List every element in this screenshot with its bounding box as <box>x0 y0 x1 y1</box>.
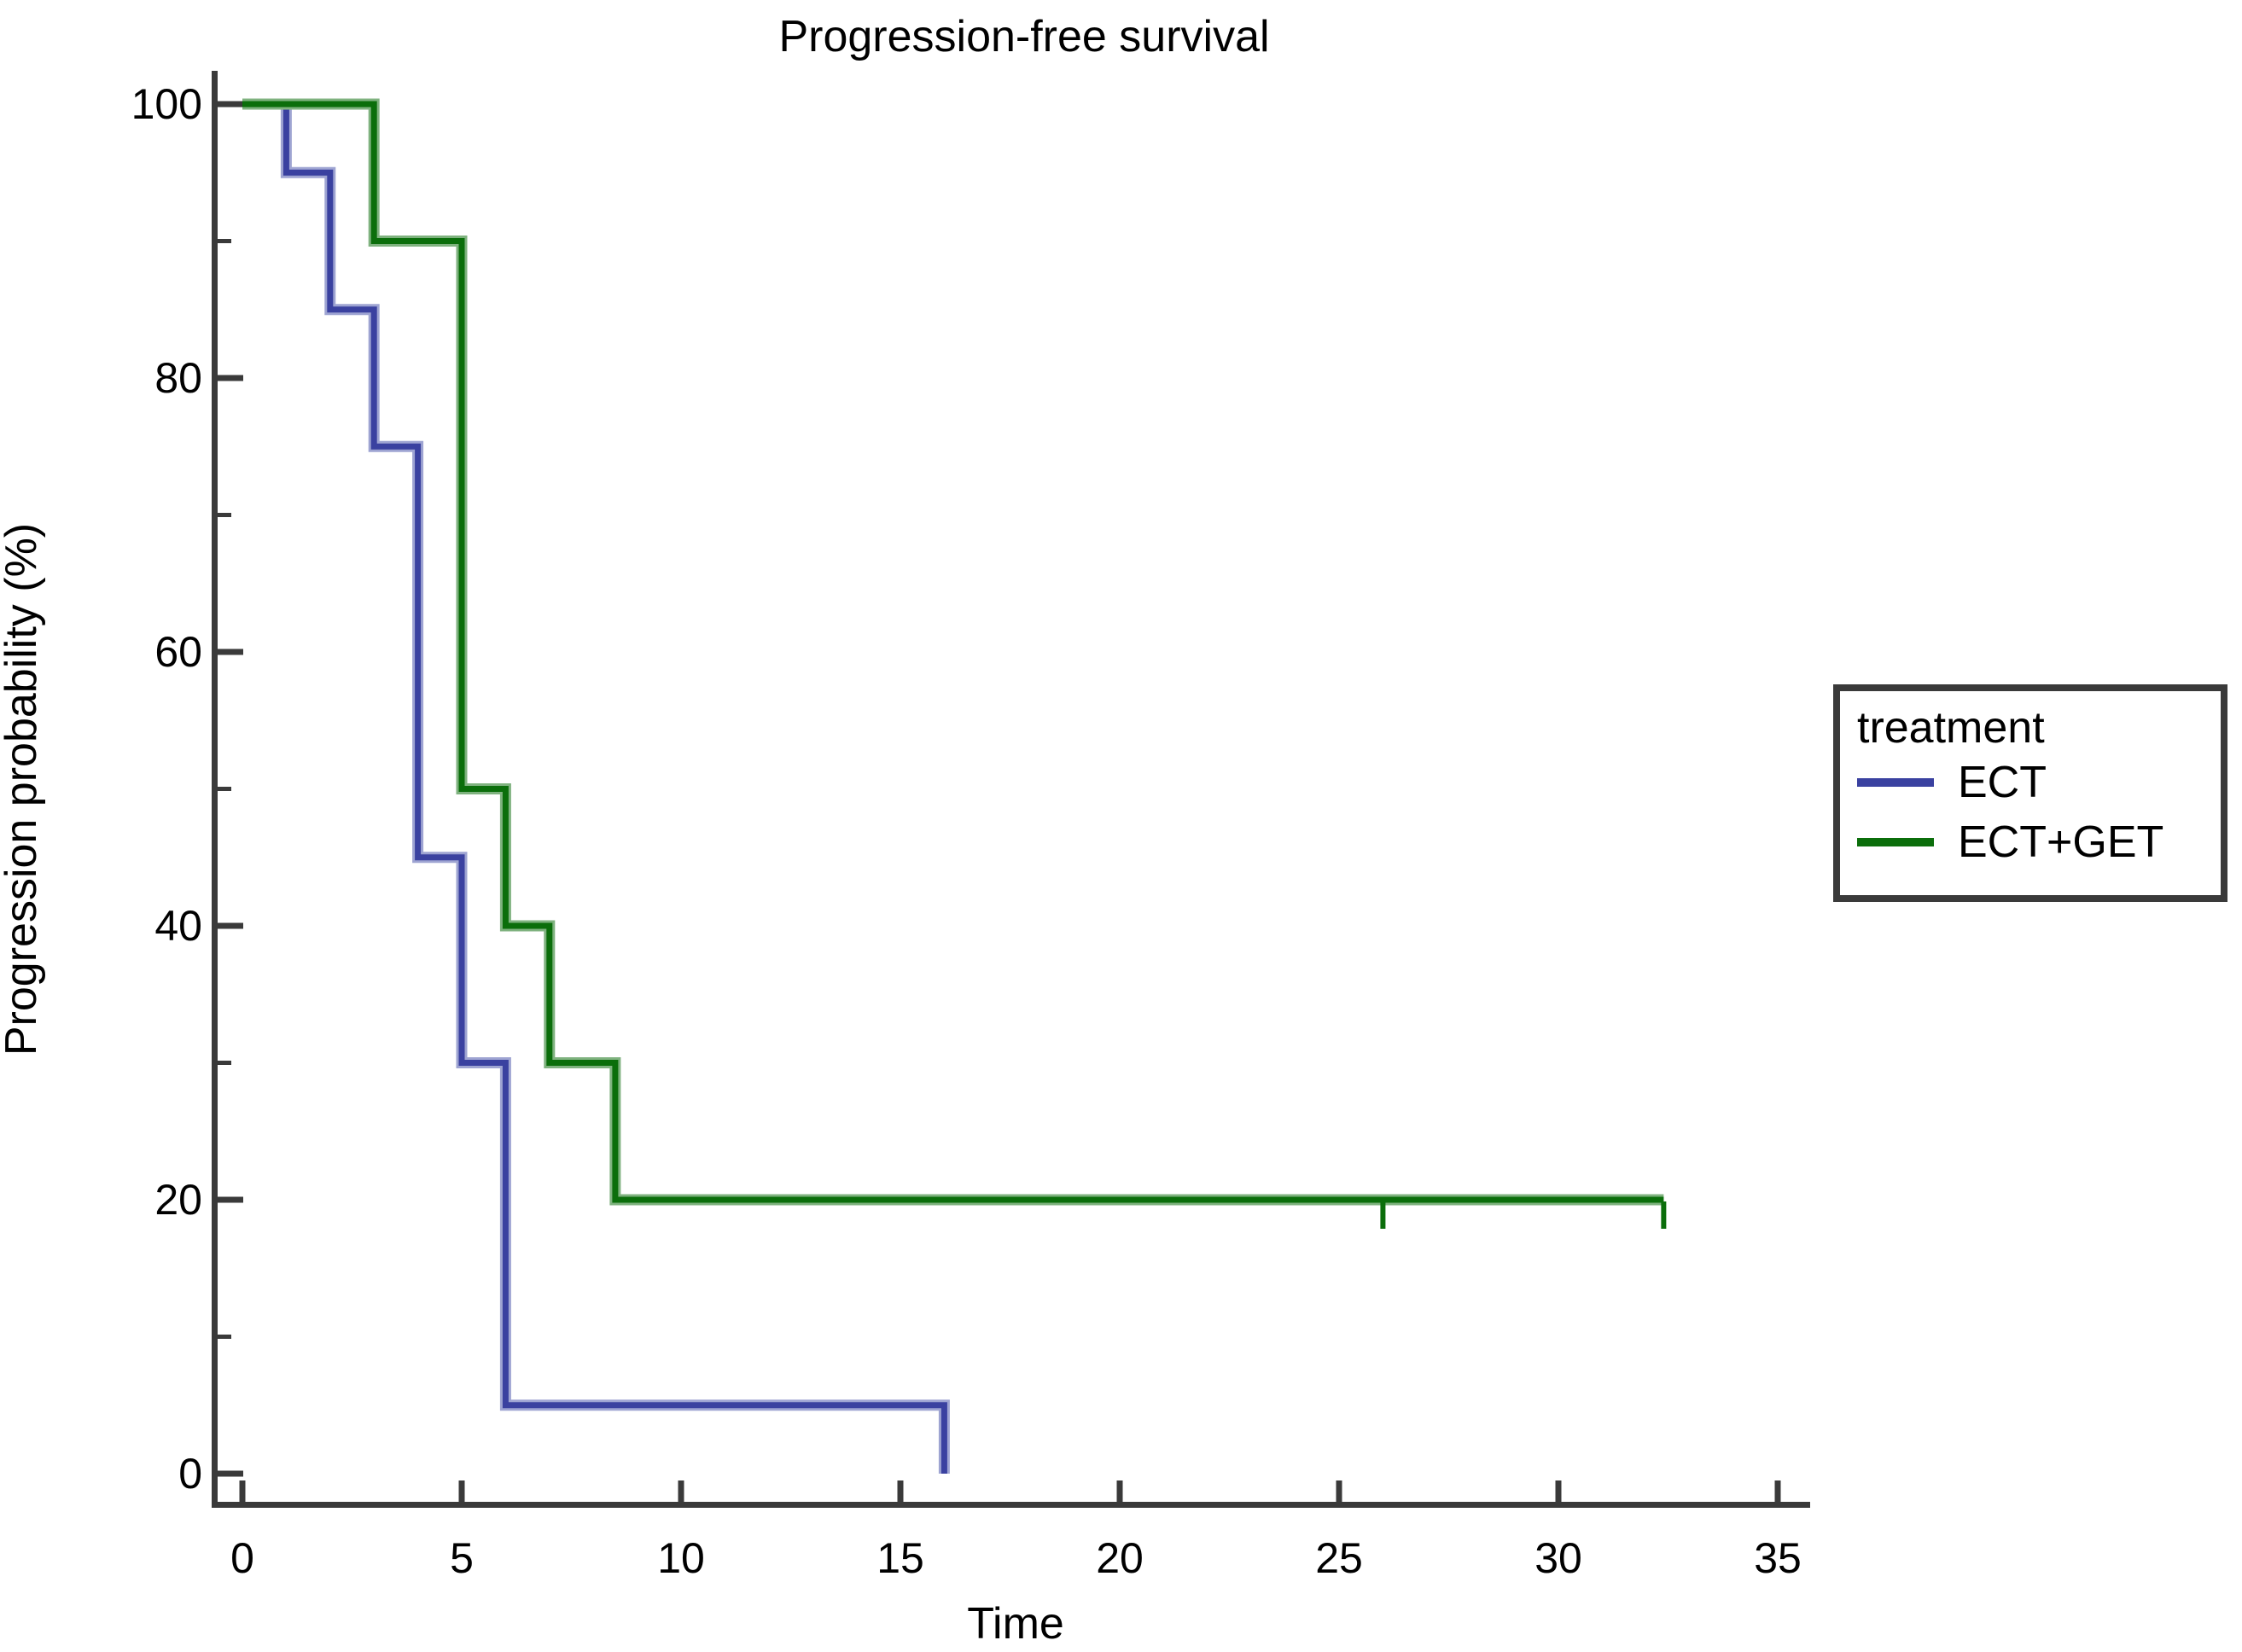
curve-ect-get <box>242 101 1664 1203</box>
x-tick-label: 10 <box>657 1534 705 1582</box>
legend-item-ect-get: ECT+GET <box>1857 812 2221 872</box>
legend-label-ect: ECT <box>1958 758 2047 807</box>
legend-item-ect: ECT <box>1857 753 2221 812</box>
y-tick-label: 20 <box>154 1176 202 1224</box>
chart-title: Progression-free survival <box>778 12 1269 61</box>
x-tick-label: 20 <box>1096 1534 1144 1582</box>
legend-label-ect-get: ECT+GET <box>1958 817 2164 867</box>
x-tick-label: 25 <box>1315 1534 1363 1582</box>
y-tick-label: 0 <box>178 1450 202 1498</box>
legend-title: treatment <box>1857 703 2045 753</box>
x-tick-label: 30 <box>1534 1534 1582 1582</box>
y-tick-label: 100 <box>131 80 202 128</box>
x-tick-label: 5 <box>450 1534 474 1582</box>
y-axis-title: Progression probability (%) <box>0 523 46 1056</box>
legend-box: treatment ECT ECT+GET <box>1833 684 2227 902</box>
y-tick-label: 40 <box>154 902 202 950</box>
y-tick-label: 80 <box>154 354 202 402</box>
ect-line-swatch <box>1857 778 1934 787</box>
x-axis-title: Time <box>967 1599 1064 1649</box>
x-tick-label: 0 <box>230 1534 254 1582</box>
ect-get-line-swatch <box>1857 838 1934 846</box>
curve-ect <box>242 101 947 1474</box>
x-tick-label: 15 <box>876 1534 924 1582</box>
curve-halo-ect-get <box>242 98 1664 1206</box>
y-tick-label: 60 <box>154 628 202 676</box>
x-tick-label: 35 <box>1754 1534 1802 1582</box>
